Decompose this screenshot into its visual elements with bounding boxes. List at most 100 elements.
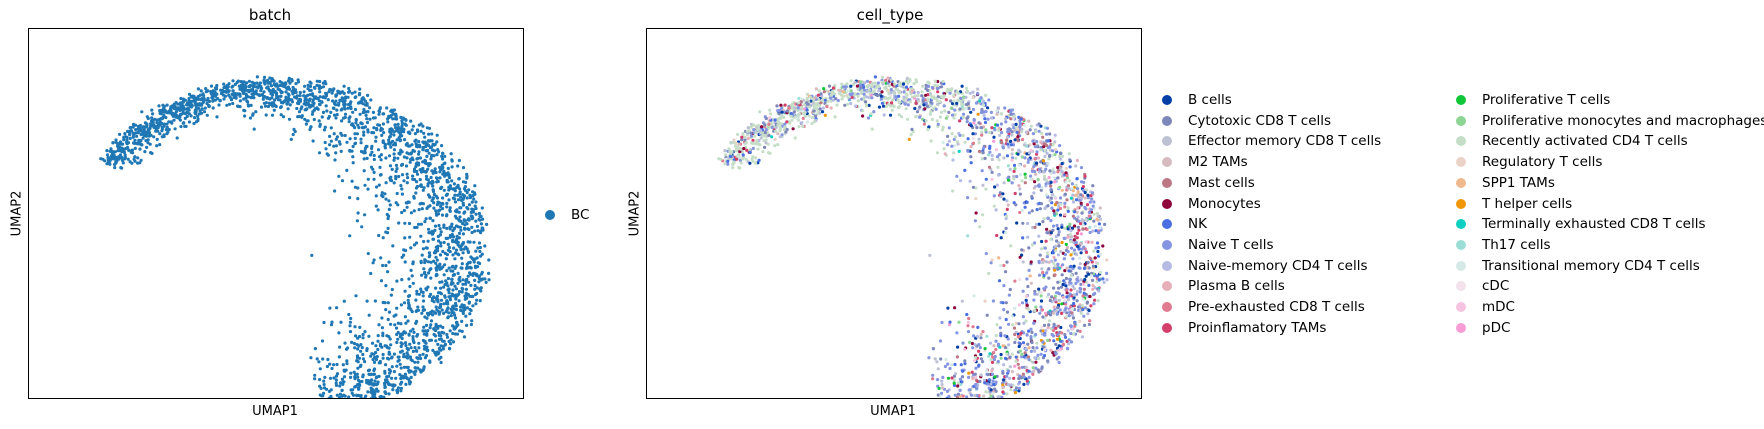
data-point [433,224,438,228]
data-point [935,102,940,106]
data-point [421,202,425,206]
data-point [417,222,421,226]
data-point [288,81,292,85]
data-point [983,299,987,303]
data-point [145,145,149,149]
data-point [1001,383,1005,387]
data-point [1065,291,1069,295]
data-point [350,340,354,344]
data-point [961,115,965,119]
data-point [174,110,178,114]
data-point [849,84,853,88]
data-point [350,179,354,183]
data-point [413,346,417,350]
data-point [231,101,235,106]
data-point [988,341,993,345]
data-point [448,250,452,254]
data-point [410,128,414,132]
data-point [409,346,413,350]
data-point [869,85,874,89]
data-point [993,185,997,189]
data-point [862,88,867,92]
data-point [1034,145,1038,149]
data-point [939,85,944,89]
data-point [377,323,381,327]
data-point [937,386,941,390]
data-point [221,88,225,93]
data-point [783,122,787,126]
data-point [974,211,978,215]
data-point [348,196,352,200]
data-point [1031,366,1035,370]
data-point [359,137,363,141]
data-point [980,126,984,130]
data-point [407,303,411,307]
data-point [1037,261,1041,265]
data-point [1072,264,1076,268]
data-point [993,375,997,379]
data-point [434,328,438,333]
data-point [1057,298,1062,302]
data-point [245,81,249,85]
data-point [1084,218,1088,222]
data-point [392,130,396,134]
data-point [139,158,143,162]
data-point [448,184,452,188]
data-point [451,253,455,257]
data-point [890,82,894,86]
data-point [480,206,484,210]
data-point [1069,240,1073,244]
data-point [1086,260,1090,264]
data-point [1050,192,1054,197]
data-point [430,154,434,158]
data-point [364,378,369,383]
data-point [793,136,797,140]
data-point [1058,213,1063,217]
data-point [993,128,997,132]
data-point [251,85,256,89]
data-point [406,130,410,134]
data-point [1011,323,1015,327]
data-point [399,148,403,152]
data-point [454,238,458,242]
data-point [1001,378,1006,382]
data-point [463,227,467,231]
data-point [173,127,177,131]
data-point [244,88,249,92]
batch-scatter-plot [99,75,491,398]
data-point [369,354,373,358]
data-point [980,169,984,173]
data-point [477,241,482,245]
data-point [476,246,480,250]
data-point [1033,289,1037,293]
data-point [445,269,449,273]
data-point [466,274,470,278]
data-point [248,116,253,120]
data-point [118,132,122,136]
data-point [1029,148,1033,152]
data-point [329,126,333,130]
data-point [1034,305,1038,309]
data-point [387,310,392,314]
data-point [1084,274,1088,278]
data-point [197,112,202,116]
data-point [386,216,390,221]
data-point [840,82,844,86]
data-point [121,161,125,165]
data-point [400,349,404,353]
data-point [128,136,132,140]
data-point [1077,219,1081,223]
data-point [1018,342,1022,346]
data-point [386,117,390,121]
data-point [338,381,343,385]
data-point [1080,196,1084,200]
data-point [426,167,430,171]
data-point [375,375,379,379]
data-point [973,372,977,376]
data-point [1038,273,1042,277]
data-point [438,208,442,212]
data-point [1061,295,1065,299]
data-point [864,104,869,108]
data-point [1064,284,1068,288]
data-point [958,90,963,94]
